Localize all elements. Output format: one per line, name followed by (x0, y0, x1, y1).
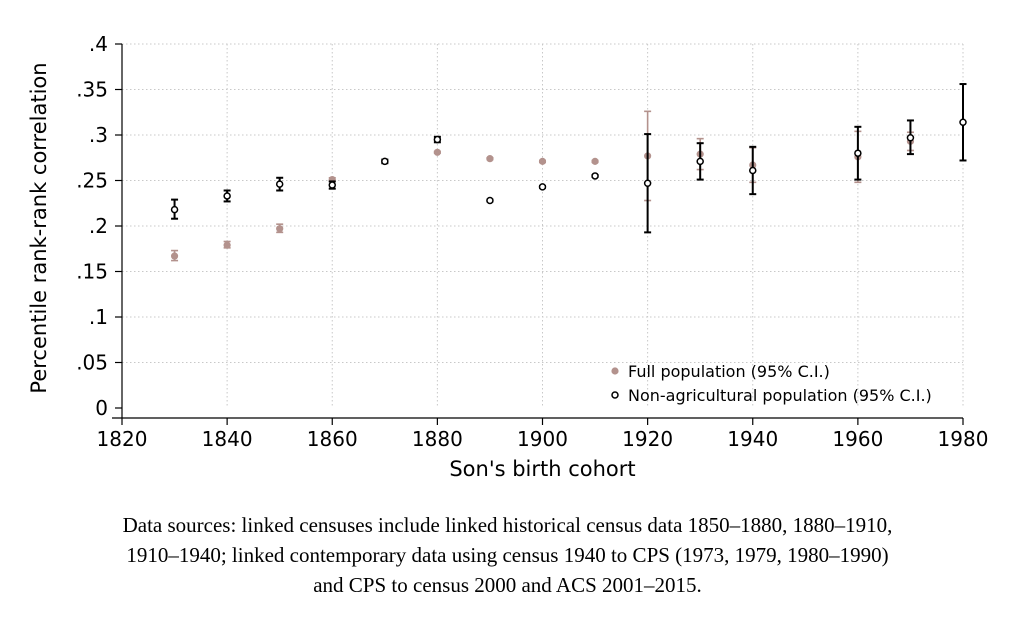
data-point (170, 252, 179, 260)
x-tick-label: 1860 (307, 427, 358, 451)
caption-line-2: 1910–1940; linked contemporary data usin… (126, 543, 889, 567)
y-axis-title: Percentile rank-rank correlation (27, 62, 51, 393)
x-tick-label: 1940 (727, 427, 778, 451)
legend-marker-non-agricultural-population (611, 391, 619, 399)
data-point (959, 118, 967, 127)
y-tick-label: .3 (89, 123, 108, 147)
data-point (433, 135, 442, 144)
axes: 0 .05 .1 .15 .2 .25 .3 .35 .4 1820 1840 1860 1880 190… (76, 32, 988, 451)
data-point (696, 157, 704, 166)
data-point (538, 157, 547, 165)
data-point (643, 179, 652, 187)
y-tick-label: .4 (89, 32, 108, 56)
data-point (486, 155, 494, 163)
y-tick-label: .2 (89, 214, 108, 238)
legend-label-full-population: Full population (95% C.I.) (628, 362, 830, 381)
data-point (223, 241, 231, 249)
chart: 0 .05 .1 .15 .2 .25 .3 .35 .4 1820 1840 1860 1880 190… (27, 32, 988, 481)
data-point (381, 157, 389, 166)
data-point (591, 172, 599, 180)
y-tick-label: .1 (89, 305, 108, 329)
caption-line-3: and CPS to census 2000 and ACS 2001–2015… (313, 573, 702, 597)
x-tick-label: 1920 (622, 427, 673, 451)
data-point (749, 166, 757, 175)
data-series (170, 83, 967, 262)
data-point (591, 157, 599, 165)
data-point (223, 192, 231, 200)
figure-caption: Data sources: linked censuses include li… (0, 510, 1015, 600)
y-tick-label: .15 (76, 260, 108, 284)
legend-marker-full-population (611, 367, 619, 375)
x-tick-label: 1820 (97, 427, 148, 451)
legend: Full population (95% C.I.) Non-agricultu… (611, 362, 932, 405)
data-point (538, 183, 547, 191)
caption-line-1: Data sources: linked censuses include li… (122, 513, 893, 537)
data-point (486, 196, 494, 205)
series-non-agricultural-population (170, 83, 967, 234)
y-tick-label: .05 (76, 351, 108, 375)
x-tick-label: 1980 (938, 427, 989, 451)
data-point (906, 133, 915, 142)
data-point (433, 148, 441, 156)
legend-label-non-agricultural-population: Non-agricultural population (95% C.I.) (628, 386, 932, 405)
x-tick-label: 1900 (517, 427, 568, 451)
y-tick-label: .35 (76, 78, 108, 102)
y-tick-label: 0 (95, 396, 108, 420)
x-axis-title: Son's birth cohort (449, 457, 635, 481)
y-tick-label: .25 (76, 169, 108, 193)
data-point (328, 181, 336, 189)
x-tick-label: 1880 (412, 427, 463, 451)
data-point (275, 180, 284, 188)
grid-lines (121, 43, 964, 408)
x-tick-label: 1960 (832, 427, 883, 451)
data-point (854, 149, 862, 157)
data-point (170, 205, 179, 214)
x-tick-label: 1840 (202, 427, 253, 451)
data-point (276, 225, 284, 233)
